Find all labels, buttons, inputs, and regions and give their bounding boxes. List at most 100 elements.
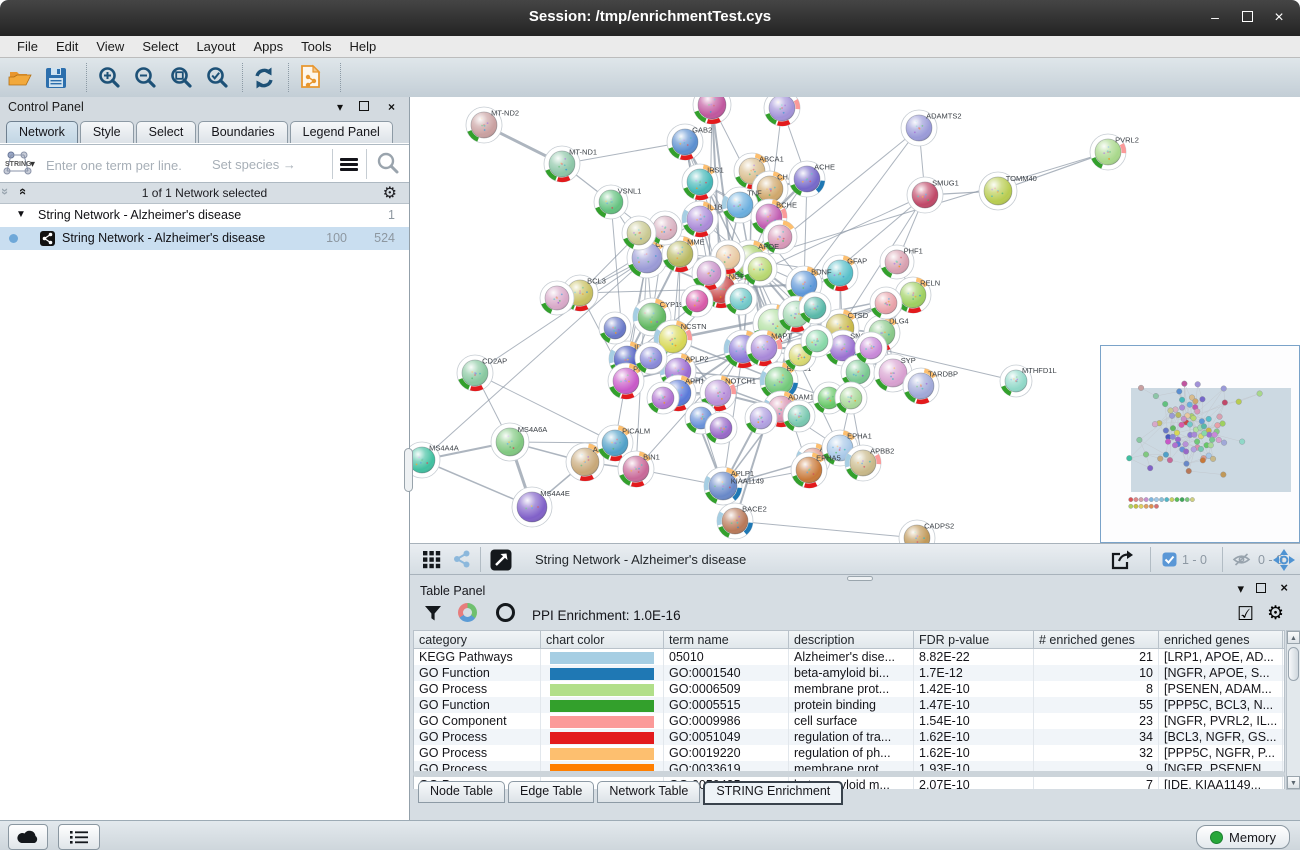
menu-tools[interactable]: Tools xyxy=(301,38,332,54)
table-row[interactable]: GO Function GO:0001540 beta-amyloid bi... 1… xyxy=(414,665,1284,681)
network-node[interactable] xyxy=(742,251,778,287)
column-header-enriched-genes[interactable]: enriched genes xyxy=(1159,631,1283,648)
network-row-selected[interactable]: String Network - Alzheimer's disease 100… xyxy=(0,227,409,250)
network-overview-button[interactable] xyxy=(452,549,472,574)
network-node-abca7[interactable]: ABCA7 xyxy=(565,442,617,482)
birdseye-toggle-button[interactable] xyxy=(1272,548,1296,577)
network-node[interactable] xyxy=(724,282,758,316)
network-node[interactable] xyxy=(869,286,903,320)
network-node-ms4a4e[interactable]: MS4A4E xyxy=(511,486,570,528)
network-node-phf1[interactable]: PHF1 xyxy=(879,244,923,280)
menu-layout[interactable]: Layout xyxy=(196,38,236,54)
network-node[interactable] xyxy=(763,97,801,127)
table-row[interactable]: GO Process GO:0006509 membrane prot... 1.42… xyxy=(414,681,1284,697)
column-header-category[interactable]: category xyxy=(414,631,541,648)
network-node-il1b[interactable]: IL1B xyxy=(681,200,723,238)
network-node[interactable] xyxy=(692,97,732,125)
network-node[interactable] xyxy=(782,399,816,433)
tab-string-enrichment[interactable]: STRING Enrichment xyxy=(703,781,844,805)
task-list-button[interactable] xyxy=(58,824,100,850)
tab-network-table[interactable]: Network Table xyxy=(597,781,701,803)
network-node-tomm40[interactable]: TOMM40 xyxy=(978,171,1037,211)
clear-chart-button[interactable] xyxy=(496,603,515,627)
network-node-adamts2[interactable]: ADAMTS2 xyxy=(900,109,962,147)
table-row[interactable]: GO Component GO:0009986 cell surface 1.54E-… xyxy=(414,713,1284,729)
birds-eye-view[interactable] xyxy=(1100,345,1300,543)
table-vertical-scrollbar[interactable]: ▲ ▼ xyxy=(1286,630,1300,790)
network-node-reln[interactable]: RELN xyxy=(894,276,940,314)
open-file-button[interactable] xyxy=(4,62,36,93)
scrollbar-thumb[interactable] xyxy=(1288,647,1299,681)
close-panel-icon[interactable]: × xyxy=(387,100,395,114)
network-node[interactable] xyxy=(647,210,683,246)
export-network-button[interactable] xyxy=(1110,549,1134,576)
menu-file[interactable]: File xyxy=(17,38,38,54)
string-search-button[interactable] xyxy=(376,151,400,180)
network-node-tardbp[interactable]: TARDBP xyxy=(902,367,958,405)
table-row[interactable]: GO Function GO:0005515 protein binding 1.47… xyxy=(414,697,1284,713)
menu-apps[interactable]: Apps xyxy=(253,38,284,54)
minimize-button[interactable]: – xyxy=(1211,9,1219,25)
table-splitter-handle[interactable] xyxy=(847,576,873,581)
network-node-mme[interactable]: MME xyxy=(661,235,705,273)
network-node-pvrl2[interactable]: PVRL2 xyxy=(1089,133,1139,171)
zoom-out-button[interactable] xyxy=(130,62,162,93)
network-node-irs1[interactable]: IRS1 xyxy=(681,163,724,201)
network-node[interactable] xyxy=(634,341,668,375)
network-node[interactable] xyxy=(621,215,657,251)
panel-splitter-handle[interactable] xyxy=(404,448,413,492)
network-node-bdnf[interactable]: BDNF xyxy=(785,265,832,303)
set-species-label[interactable]: Set species → xyxy=(212,157,296,172)
tab-boundaries[interactable]: Boundaries xyxy=(198,121,288,143)
network-node-mt-nd2[interactable]: MT-ND2 xyxy=(465,106,519,144)
network-node[interactable] xyxy=(704,411,738,445)
network-node[interactable] xyxy=(854,331,888,365)
save-session-button[interactable] xyxy=(40,62,72,93)
panel-menu-icon[interactable]: ▾ xyxy=(336,100,343,114)
detach-view-button[interactable] xyxy=(490,549,512,576)
network-node[interactable] xyxy=(539,280,575,316)
table-settings-gear-icon[interactable]: ⚙ xyxy=(1266,603,1284,624)
network-node[interactable] xyxy=(798,291,832,325)
network-node-smug1[interactable]: SMUG1 xyxy=(906,176,959,214)
scroll-up-arrow[interactable]: ▲ xyxy=(1287,631,1300,644)
tab-network[interactable]: Network xyxy=(6,121,78,143)
network-graph[interactable]: MT-ND2 MT-ND1 VSNL1 GAB2 ABCA1 CHAT ACHE IRS1 TN… xyxy=(410,97,1300,543)
network-node[interactable] xyxy=(762,219,798,255)
network-node[interactable] xyxy=(598,311,632,345)
column-header-fdr-p-value[interactable]: FDR p-value xyxy=(914,631,1034,648)
column-header--enriched-genes[interactable]: # enriched genes xyxy=(1034,631,1159,648)
network-node-epha1[interactable]: EPHA1 xyxy=(821,429,872,467)
string-dropdown-caret[interactable]: ▾ xyxy=(30,159,36,170)
network-node-bace2[interactable]: BACE2 xyxy=(716,502,767,540)
cloud-tasks-button[interactable] xyxy=(8,824,48,850)
network-node-cadps2[interactable]: CADPS2 xyxy=(898,519,954,543)
select-all-icon[interactable]: ☑ xyxy=(1236,604,1254,625)
network-node-mt-nd1[interactable]: MT-ND1 xyxy=(543,145,597,183)
menu-select[interactable]: Select xyxy=(142,38,179,54)
collection-expand-icon[interactable]: ▼ xyxy=(16,209,26,220)
network-node[interactable] xyxy=(646,381,680,415)
tab-edge-table[interactable]: Edge Table xyxy=(508,781,595,803)
maximize-button[interactable] xyxy=(1236,9,1258,25)
network-node-ms4a6a[interactable]: MS4A6A xyxy=(490,422,547,462)
network-from-file-button[interactable] xyxy=(296,62,328,93)
network-node-gab2[interactable]: GAB2 xyxy=(666,123,712,161)
network-node-bin1[interactable]: BIN1 xyxy=(617,450,660,488)
memory-button[interactable]: Memory xyxy=(1196,825,1290,849)
float-panel-icon[interactable] xyxy=(359,100,369,114)
menu-edit[interactable]: Edit xyxy=(55,38,79,54)
network-node-tnf[interactable]: TNF xyxy=(721,186,762,224)
column-header-term-name[interactable]: term name xyxy=(664,631,789,648)
table-close-icon[interactable]: × xyxy=(1280,580,1288,595)
filter-button[interactable] xyxy=(424,605,442,627)
grid-view-button[interactable] xyxy=(422,549,442,574)
network-node-vsnl1[interactable]: VSNL1 xyxy=(593,184,641,220)
network-node-mapt[interactable]: MAPT xyxy=(745,329,792,367)
string-logo-icon[interactable]: STRING xyxy=(2,149,36,179)
network-node-apbb2[interactable]: APBB2 xyxy=(844,444,894,482)
network-node-cd2ap[interactable]: CD2AP xyxy=(456,354,507,392)
string-term-input[interactable] xyxy=(44,151,208,179)
network-node-bche[interactable]: BCHE xyxy=(750,198,797,236)
